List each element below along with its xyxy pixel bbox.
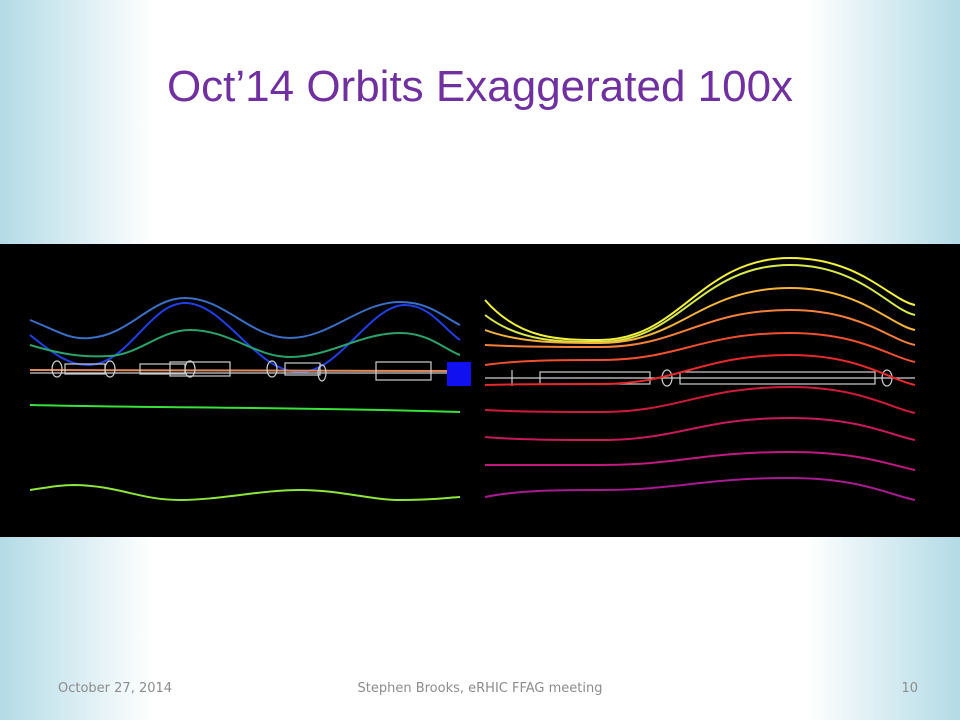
orbit-curve bbox=[29, 369, 461, 372]
orbit-curve bbox=[484, 385, 916, 414]
orbit-curve bbox=[29, 301, 461, 374]
orbit-curve bbox=[484, 308, 916, 349]
orbit-curve bbox=[485, 450, 916, 471]
orbit-curve bbox=[29, 296, 461, 340]
orbit-curve bbox=[484, 353, 916, 386]
orbit-curves bbox=[484, 256, 916, 501]
image-background bbox=[0, 244, 960, 537]
orbit-curve bbox=[484, 286, 916, 345]
footer-text: Stephen Brooks, eRHIC FFAG meeting bbox=[357, 681, 603, 696]
footer-date: October 27, 2014 bbox=[58, 681, 173, 696]
orbit-curve bbox=[29, 328, 461, 359]
orbit-curve bbox=[29, 404, 461, 413]
slide-title: Oct’14 Orbits Exaggerated 100x bbox=[166, 62, 794, 111]
orbit-image bbox=[0, 244, 960, 537]
orbit-curve bbox=[484, 263, 916, 344]
orbit-curve bbox=[29, 483, 461, 502]
orbit-curve bbox=[484, 476, 916, 501]
orbit-curve bbox=[484, 256, 916, 342]
orbit-curve bbox=[484, 331, 916, 366]
page-number: 10 bbox=[901, 681, 918, 696]
marker-box bbox=[447, 362, 471, 386]
orbit-curve bbox=[484, 416, 916, 442]
